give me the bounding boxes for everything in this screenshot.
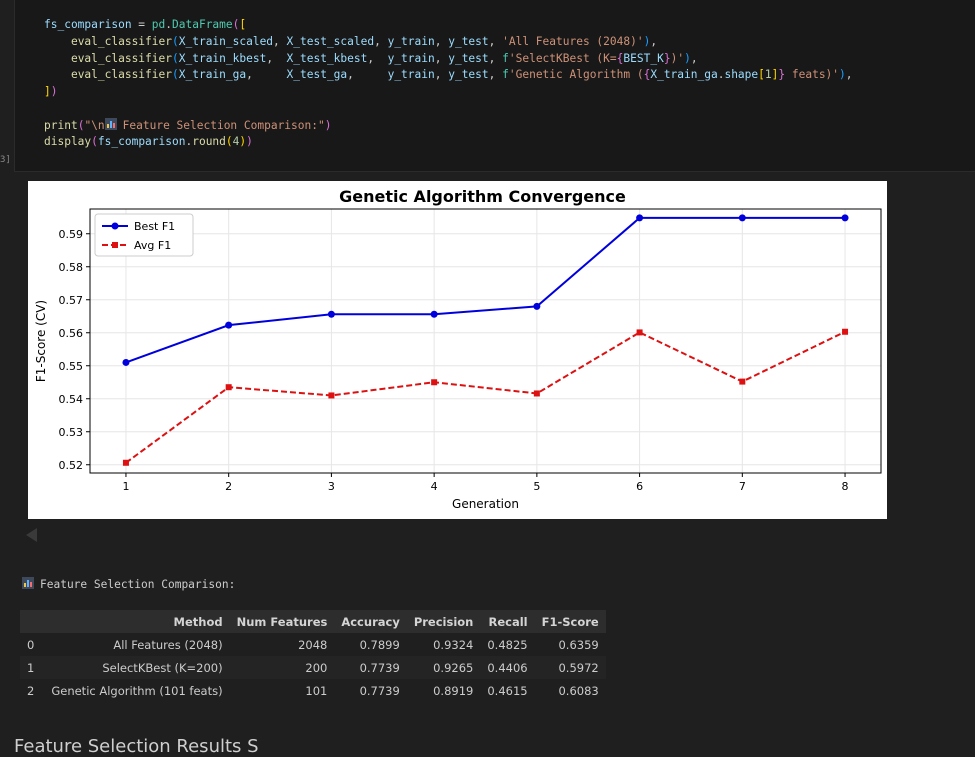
data-point-avg-f1 (533, 390, 540, 397)
table-cell: 1 (20, 656, 45, 679)
data-point-best-f1 (841, 214, 849, 222)
x-tick-label: 4 (431, 480, 438, 493)
y-tick-label: 0.54 (59, 393, 84, 406)
series-line-best-f1 (125, 216, 846, 364)
table-header-row: Method Num Features Accuracy Precision R… (20, 610, 606, 633)
x-tick-label: 3 (328, 480, 335, 493)
table-row: 2 Genetic Algorithm (101 feats) 101 0.77… (20, 679, 606, 702)
plot-frame (89, 208, 882, 474)
data-point-best-f1 (122, 358, 130, 366)
data-point-best-f1 (533, 302, 541, 310)
table-cell: 0.8919 (406, 679, 481, 702)
table-cell: 0.9265 (406, 656, 481, 679)
scroll-left-arrow-icon[interactable] (26, 528, 37, 542)
data-point-best-f1 (327, 310, 335, 318)
bar-chart-emoji-icon (22, 577, 34, 589)
table-cell: 2048 (229, 633, 335, 656)
data-point-avg-f1 (225, 384, 232, 391)
legend-box (94, 213, 194, 257)
table-cell: SelectKBest (K=200) (44, 656, 230, 679)
table-header-precision: Precision (406, 610, 481, 633)
convergence-chart: 1 2 3 4 5 6 7 8 0.52 0.53 0.54 0.55 0.56 0.57 0.58 0.59… (34, 187, 882, 511)
next-section-heading: Feature Selection Results S (14, 736, 259, 757)
table-header-recall: Recall (480, 610, 535, 633)
code-cell[interactable]: fs_comparison = pd.DataFrame([ eval_clas… (14, 0, 975, 172)
data-point-avg-f1 (636, 329, 643, 336)
y-tick-label: 0.57 (59, 294, 84, 307)
y-tick-label: 0.56 (59, 327, 84, 340)
feature-selection-table: Method Num Features Accuracy Precision R… (20, 610, 606, 702)
table-cell: 0.4406 (480, 656, 535, 679)
convergence-figure: 1 2 3 4 5 6 7 8 0.52 0.53 0.54 0.55 0.56 0.57 0.58 0.59… (28, 181, 887, 519)
data-point-best-f1 (636, 214, 644, 222)
print-output-text: Feature Selection Comparison: (40, 578, 236, 591)
x-tick-label: 8 (842, 480, 849, 493)
print-output: Feature Selection Comparison: (22, 577, 235, 591)
y-tick-label: 0.59 (59, 228, 84, 241)
execution-count: 3] (0, 155, 11, 165)
data-point-avg-f1 (739, 378, 746, 385)
data-point-avg-f1 (328, 392, 335, 399)
table-cell: All Features (2048) (44, 633, 230, 656)
y-tick-label: 0.53 (59, 426, 84, 439)
data-point-best-f1 (225, 321, 233, 329)
table-row: 1 SelectKBest (K=200) 200 0.7739 0.9265 … (20, 656, 606, 679)
data-point-avg-f1 (122, 459, 129, 466)
y-tick-label: 0.52 (59, 459, 84, 472)
bar-chart-emoji-icon (104, 118, 117, 130)
table-cell: 101 (229, 679, 335, 702)
chart-title: Genetic Algorithm Convergence (339, 187, 626, 206)
table-header-accuracy: Accuracy (334, 610, 407, 633)
data-point-avg-f1 (842, 328, 849, 335)
table-cell: 0.6359 (534, 633, 606, 656)
code-line-5[interactable]: ]) (44, 85, 58, 98)
x-tick-label: 2 (225, 480, 232, 493)
table-header-f1-score: F1-Score (534, 610, 606, 633)
code-line-8[interactable]: display(fs_comparison.round(4)) (44, 135, 253, 148)
legend-marker (112, 242, 118, 248)
x-tick-label: 1 (122, 480, 129, 493)
table-row: 0 All Features (2048) 2048 0.7899 0.9324… (20, 633, 606, 656)
table-cell: 0 (20, 633, 45, 656)
y-tick-label: 0.55 (59, 360, 84, 373)
legend-marker (111, 222, 119, 230)
table-cell: 0.9324 (406, 633, 481, 656)
legend-label: Avg F1 (134, 239, 171, 252)
y-tick-label: 0.58 (59, 261, 84, 274)
x-tick-label: 5 (533, 480, 540, 493)
code-line-4[interactable]: eval_classifier(X_train_ga, X_test_ga, y… (70, 68, 853, 81)
table-header-num-features: Num Features (229, 610, 335, 633)
table-cell: 0.6083 (534, 679, 606, 702)
x-axis-label: Generation (452, 497, 519, 511)
data-point-avg-f1 (431, 379, 438, 386)
code-line-2[interactable]: eval_classifier(X_train_scaled, X_test_s… (70, 35, 658, 48)
data-point-best-f1 (430, 310, 438, 318)
table-cell: 0.5972 (534, 656, 606, 679)
code-line-1[interactable]: fs_comparison = pd.DataFrame([ (44, 18, 247, 31)
code-line-3[interactable]: eval_classifier(X_train_kbest, X_test_kb… (70, 52, 698, 65)
x-tick-label: 7 (739, 480, 746, 493)
x-tick-label: 6 (636, 480, 643, 493)
table-cell: 0.7739 (334, 679, 407, 702)
table-cell: 200 (229, 656, 335, 679)
code-line-7[interactable]: print("\n Feature Selection Comparison:") (44, 118, 332, 132)
legend-label: Best F1 (134, 220, 175, 233)
table-header-method: Method (44, 610, 230, 633)
table-cell: Genetic Algorithm (101 feats) (44, 679, 230, 702)
series-line-avg-f1 (125, 330, 846, 464)
table-cell: 0.7739 (334, 656, 407, 679)
data-point-best-f1 (738, 214, 746, 222)
table-cell: 0.4825 (480, 633, 535, 656)
table-cell: 0.7899 (334, 633, 407, 656)
table-header-index (20, 610, 45, 633)
table-cell: 2 (20, 679, 45, 702)
y-axis-label: F1-Score (CV) (34, 300, 48, 382)
table-cell: 0.4615 (480, 679, 535, 702)
